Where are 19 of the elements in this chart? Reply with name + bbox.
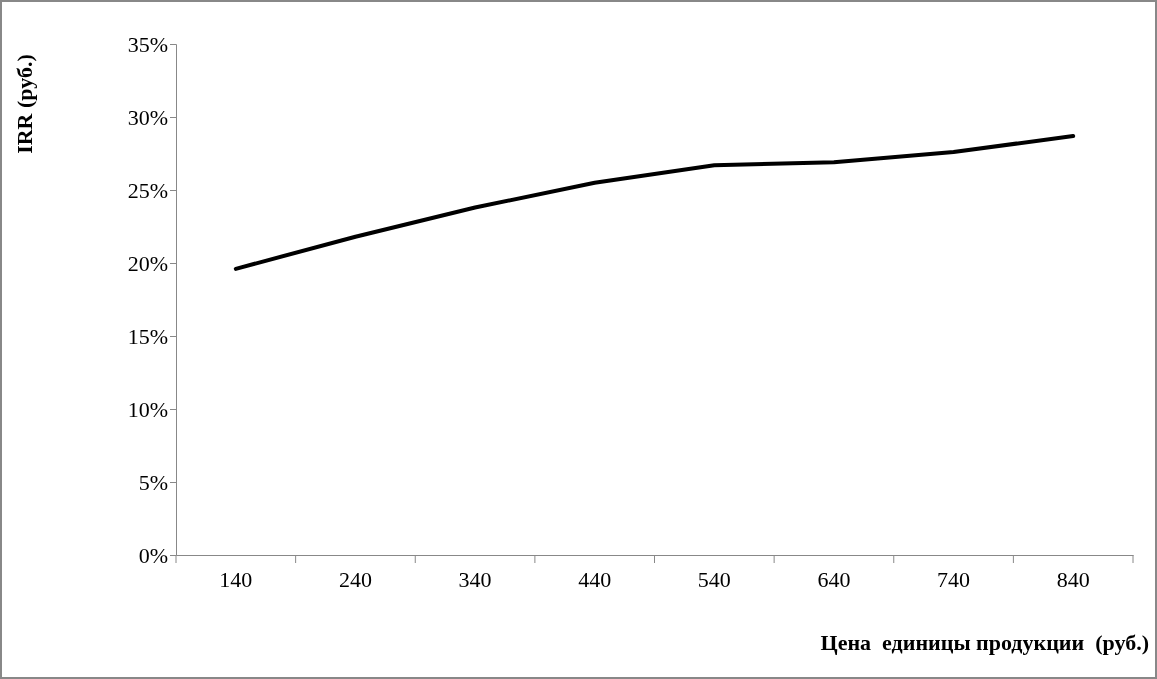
y-tick-label: 10%: [127, 396, 168, 422]
x-tick-label: 240: [338, 566, 372, 592]
y-tick-label: 0%: [138, 542, 168, 568]
y-tick-label: 20%: [127, 250, 168, 276]
y-tick-label: 35%: [127, 31, 168, 57]
x-tick-label: 640: [817, 566, 851, 592]
y-tick-label: 30%: [127, 104, 168, 130]
x-tick-label: 340: [458, 566, 492, 592]
x-tick-label: 140: [219, 566, 253, 592]
x-tick-label: 440: [578, 566, 612, 592]
x-axis-title: Цена единицы продукции (руб.): [820, 630, 1149, 655]
line-series: [233, 133, 1076, 271]
y-tick-label: 5%: [138, 469, 168, 495]
y-tick-label: 25%: [127, 177, 168, 203]
x-tick-label: 840: [1056, 566, 1090, 592]
y-tick-label: 15%: [127, 323, 168, 349]
x-tick-label: 540: [697, 566, 731, 592]
y-axis-title: IRR (руб.): [12, 54, 37, 154]
x-tick-label: 740: [937, 566, 971, 592]
